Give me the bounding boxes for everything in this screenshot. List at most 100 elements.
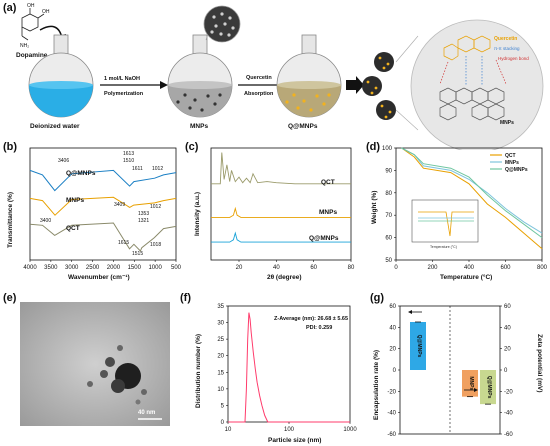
g-left-arrowhead bbox=[408, 310, 412, 314]
peak-5: 3409 bbox=[114, 202, 125, 208]
chart-c-xtick: 60 bbox=[310, 265, 317, 271]
chart-c-series-2: MNPs bbox=[319, 209, 337, 216]
chart-f-pdi: PDI: 0.259 bbox=[306, 325, 332, 331]
chart-d-ytick: 80 bbox=[385, 191, 392, 197]
step1-top: 1 mol/L NaOH bbox=[104, 76, 140, 82]
chart-d-legend-2: MNPs bbox=[505, 160, 519, 166]
chart-f-ytick: 25 bbox=[217, 337, 224, 343]
peak-8: 1615 bbox=[118, 240, 129, 246]
panel-b-label: (b) bbox=[3, 141, 18, 153]
chart-b-xtick: 1500 bbox=[128, 265, 142, 271]
panel-d-label: (d) bbox=[366, 141, 381, 153]
panel-g-label: (g) bbox=[370, 292, 385, 304]
chart-f-ytick: 5 bbox=[221, 403, 225, 409]
chart-f-ytick: 15 bbox=[217, 370, 224, 376]
chart-g-ylabel-left: Encapsulation rate (%) bbox=[373, 350, 380, 420]
big-arrow bbox=[346, 76, 364, 94]
chart-g-ytick-left: 20 bbox=[389, 347, 396, 353]
pi-stacking-label: π-π stacking bbox=[494, 46, 520, 51]
chart-d-xtick: 0 bbox=[394, 265, 398, 271]
chart-f-ytick: 30 bbox=[217, 321, 224, 327]
oh-text-2: OH bbox=[42, 9, 50, 15]
chart-d-ytick: 50 bbox=[385, 258, 392, 264]
chart-c-xtick: 40 bbox=[273, 265, 280, 271]
peak-7: 1515 bbox=[132, 251, 143, 257]
chart-b-xtick: 2500 bbox=[86, 265, 100, 271]
peak-11: 1012 bbox=[152, 166, 163, 172]
chart-d-ytick: 100 bbox=[382, 146, 393, 152]
chart-f-ytick: 0 bbox=[221, 420, 225, 426]
chart-b-line-1 bbox=[29, 169, 177, 192]
dopamine-structure bbox=[21, 8, 45, 41]
chart-f-xtick: 10 bbox=[225, 427, 232, 433]
oh-text-1: OH bbox=[27, 3, 35, 9]
mnps-label: MNPs bbox=[190, 123, 208, 130]
peak-3: 1613 bbox=[123, 151, 134, 157]
chart-d-xtick: 800 bbox=[537, 265, 548, 271]
chart-b-line-2 bbox=[29, 196, 177, 216]
chart-b-xtick: 3000 bbox=[65, 265, 79, 271]
chart-c-line-2 bbox=[211, 206, 351, 218]
chart-g-ytick-left: -40 bbox=[387, 411, 396, 417]
peak-1: 3406 bbox=[58, 158, 69, 164]
mnps-molecule-label: MNPs bbox=[500, 120, 514, 126]
chart-f-ytick: 10 bbox=[217, 387, 224, 393]
peak-4: 1510 bbox=[123, 158, 134, 164]
chart-c-xtick: 20 bbox=[236, 265, 243, 271]
chart-d-ytick: 70 bbox=[385, 213, 392, 219]
chart-b-ylabel: Transmittance (%) bbox=[7, 192, 14, 248]
chart-d-xtick: 600 bbox=[500, 265, 511, 271]
chart-b-series-1: Q@MNPs bbox=[66, 170, 96, 177]
chart-g-bar-1 bbox=[410, 322, 426, 370]
chart-d-line-3 bbox=[401, 147, 543, 239]
chart-d-ytick: 90 bbox=[385, 168, 392, 174]
panel-e-label: (e) bbox=[3, 292, 17, 304]
chart-d: 0 200 400 600 800 100 90 80 70 60 50 Temperature (… bbox=[371, 146, 548, 281]
panel-c-label: (c) bbox=[185, 141, 199, 153]
peak-9: 1353 bbox=[138, 211, 149, 217]
chart-d-legend-1: QCT bbox=[505, 153, 516, 159]
chart-f-xtick: 100 bbox=[284, 427, 295, 433]
chart-d-inset bbox=[411, 199, 479, 243]
flask-qmnps bbox=[276, 34, 342, 118]
chart-c-line-3 bbox=[211, 231, 351, 243]
chart-c-xlabel: 2θ (degree) bbox=[267, 274, 302, 281]
panel-f-label: (f) bbox=[180, 292, 191, 304]
chart-f: 10 100 1000 0 5 10 15 20 25 30 35 Z-Average (nm): … bbox=[195, 304, 357, 444]
q-particles bbox=[362, 52, 396, 120]
chart-b-xtick: 500 bbox=[171, 265, 182, 271]
panel-a-schematic: OH OH NH₂ Dopamine Deionized water 1 mol… bbox=[16, 3, 544, 150]
chart-g-ytick-right: -60 bbox=[504, 432, 513, 438]
chart-g-ytick-left: -20 bbox=[387, 389, 396, 395]
panel-a-label: (a) bbox=[3, 2, 17, 14]
chart-c: 20 40 60 80 2θ (degree) Intensity (a.u.) QC… bbox=[194, 147, 355, 281]
chart-g-ytick-left: 0 bbox=[393, 368, 397, 374]
chart-f-ylabel: Distribution number (%) bbox=[195, 334, 202, 408]
chart-d-xtick: 200 bbox=[427, 265, 438, 271]
chart-g-bar-label-2: MNPs bbox=[468, 376, 474, 390]
chart-f-zavg: Z-Average (nm): 26.68 ± 5.65 bbox=[274, 316, 348, 322]
flask-water bbox=[28, 34, 94, 118]
peak-6: 1611 bbox=[132, 166, 143, 172]
chart-b-xtick: 1000 bbox=[148, 265, 162, 271]
water-label: Deionized water bbox=[30, 123, 80, 130]
chart-g-ytick-right: 40 bbox=[504, 325, 511, 331]
chart-g-ylabel-right: Zeta potential (mV) bbox=[536, 334, 543, 393]
hbond-label: Hydrogen bond bbox=[498, 56, 529, 61]
chart-d-line-1 bbox=[401, 147, 543, 250]
chart-d-inset-xlabel: Temperature (°C) bbox=[430, 245, 457, 249]
scale-bar-label: 40 nm bbox=[138, 410, 155, 416]
molecular-interaction-circle bbox=[395, 19, 544, 150]
chart-d-legend-3: Q@MNPs bbox=[505, 167, 528, 173]
chart-b-xtick: 4000 bbox=[23, 265, 37, 271]
chart-f-frame bbox=[227, 305, 351, 423]
qmnps-label: Q@MNPs bbox=[288, 123, 318, 130]
zoom-circle bbox=[203, 5, 241, 43]
peak-13: 1018 bbox=[150, 242, 161, 248]
chart-c-frame bbox=[210, 147, 352, 261]
chart-g-bar-label-1: Q@MNPs bbox=[416, 335, 422, 358]
chart-g-ytick-right: 20 bbox=[504, 347, 511, 353]
chart-b: 4000 3500 3000 2500 2000 1500 1000 500 Wavenumb… bbox=[7, 147, 182, 281]
peak-12: 1012 bbox=[150, 204, 161, 210]
dopamine-label: Dopamine bbox=[16, 52, 48, 59]
